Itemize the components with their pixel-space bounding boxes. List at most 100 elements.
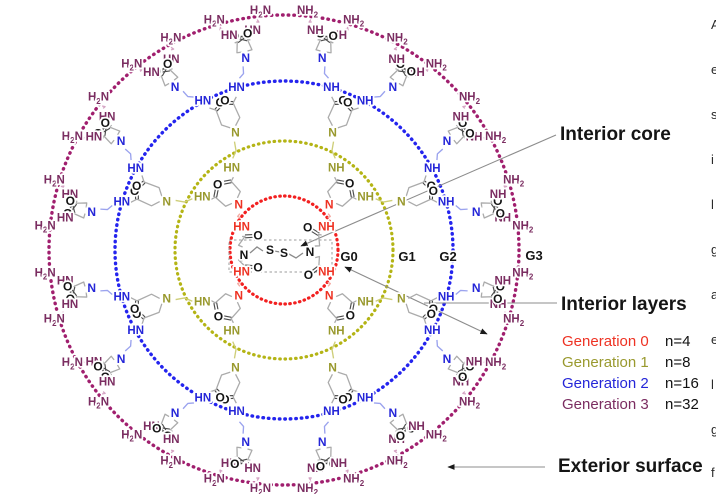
bond-chain	[447, 364, 460, 376]
bond-chain	[158, 413, 170, 426]
branch-n-label-G2: N	[241, 51, 250, 65]
carbonyl-double-bond	[337, 318, 346, 321]
carbonyl-double-bond	[214, 102, 221, 110]
oxygen-label: O	[496, 279, 505, 293]
bond-chain	[102, 134, 115, 145]
amide-label-G3: NH	[490, 299, 507, 311]
bond-link	[393, 46, 398, 51]
carbonyl-double-bond	[69, 290, 75, 298]
carbonyl-double-bond	[237, 456, 245, 463]
oxygen-label: O	[214, 177, 223, 191]
amide-label-G3: NH	[494, 275, 511, 287]
carbonyl-double-bond	[347, 102, 354, 110]
bond-chain	[72, 212, 86, 219]
carbonyl-double-bond	[213, 188, 216, 197]
branch-n-label-G2: N	[87, 281, 96, 295]
bond-link	[256, 19, 260, 23]
oxygen-label: O	[63, 207, 72, 221]
oxygen-label: O	[427, 179, 436, 193]
oxygen-label: O	[427, 307, 436, 321]
carbonyl-double-bond	[161, 70, 170, 73]
oxygen-label: O	[243, 459, 252, 473]
terminal-amine-label: H2N	[250, 5, 271, 19]
bond-chain	[326, 40, 334, 54]
branch-n-label-G2: N	[443, 352, 452, 366]
branch-n-label-G0: N	[325, 288, 334, 302]
generation-circle-G1	[173, 139, 395, 361]
bond-link	[238, 66, 245, 79]
bond-link	[323, 421, 330, 434]
bond-link	[100, 204, 113, 211]
carbonyl-double-bond	[104, 364, 107, 373]
terminal-amine-label: NH2	[343, 474, 365, 488]
oxygen-label: O	[63, 279, 72, 293]
oxygen-label: O	[496, 207, 505, 221]
terminal-amine-label: NH2	[297, 5, 319, 19]
bond-link	[124, 148, 132, 161]
carbonyl-double-bond	[102, 127, 111, 133]
core-atom-S: S	[280, 246, 288, 260]
branch-n-label-G2: N	[318, 51, 327, 65]
carbonyl-double-bond	[422, 311, 430, 318]
bond-chain	[141, 175, 163, 197]
bond-chain	[405, 303, 427, 325]
bond-chain	[232, 374, 241, 404]
bond-link	[60, 311, 65, 315]
amide-label-G3: HN	[143, 67, 160, 79]
amide-label-G3: HN	[99, 377, 116, 389]
amide-label-G3: NH	[408, 421, 425, 433]
carbonyl-double-bond	[136, 180, 144, 187]
carbonyl-double-bond	[101, 127, 104, 136]
oxygen-label: O	[458, 370, 467, 384]
bond-chain	[326, 446, 334, 460]
ring-label-G0: G0	[340, 249, 357, 264]
generation-circle-G0	[228, 194, 340, 306]
branch-n-label-G1: N	[328, 126, 337, 140]
branch-n-label-G2: N	[472, 205, 481, 219]
oxygen-label: O	[243, 27, 252, 41]
carbonyl-double-bond	[349, 302, 352, 311]
amide-label-G3: NH	[330, 30, 347, 42]
branch-n-label-G1: N	[328, 360, 337, 374]
oxygen-label: O	[407, 64, 416, 78]
oxygen-label: O	[66, 194, 75, 208]
bond-chain	[74, 292, 88, 300]
branch-n-label-G0: N	[234, 198, 243, 212]
carbonyl-double-bond	[72, 205, 76, 214]
terminal-amine-label: H2N	[121, 430, 142, 444]
bond-link	[308, 477, 312, 481]
branch-n-label-G1: N	[162, 292, 171, 306]
terminal-amine-label: H2N	[204, 14, 225, 28]
oxygen-label: O	[345, 177, 354, 191]
branch-n-label-G1: N	[397, 194, 406, 208]
bond-chain	[74, 200, 88, 208]
oxygen-label: O	[253, 229, 262, 243]
oxygen-label: O	[93, 127, 102, 141]
branch-n-label-G0: N	[234, 288, 243, 302]
amide-label-G1: NH	[328, 326, 345, 338]
carbonyl-double-bond	[459, 125, 467, 131]
oxygen-label: O	[220, 392, 229, 406]
oxygen-label: O	[220, 94, 229, 108]
oxygen-label: O	[253, 260, 262, 274]
amide-label-G1: NH	[357, 192, 374, 204]
generation-circles	[47, 13, 521, 487]
carbonyl-double-bond	[161, 430, 170, 433]
branch-n-label-G2: N	[389, 80, 398, 94]
bond-link	[219, 469, 223, 474]
amide-label-G3: HN	[163, 54, 180, 66]
bond-link	[256, 477, 260, 481]
amide-label-G2: NH	[323, 406, 340, 418]
terminal-amine-label: NH2	[387, 456, 409, 470]
bond-chain	[480, 292, 494, 300]
terminal-amine-label: H2N	[35, 220, 56, 234]
carbonyl-double-bond	[213, 303, 216, 312]
bond-chain	[130, 198, 160, 207]
terminal-amine-label: NH2	[485, 131, 507, 145]
bond-link	[511, 222, 515, 226]
terminal-amine-label: NH2	[503, 314, 525, 328]
legend-generation-label: Generation 1	[562, 354, 649, 371]
bond-chain	[327, 301, 338, 324]
terminal-amine-label: NH2	[459, 92, 481, 106]
terminal-amine-label: H2N	[62, 357, 83, 371]
